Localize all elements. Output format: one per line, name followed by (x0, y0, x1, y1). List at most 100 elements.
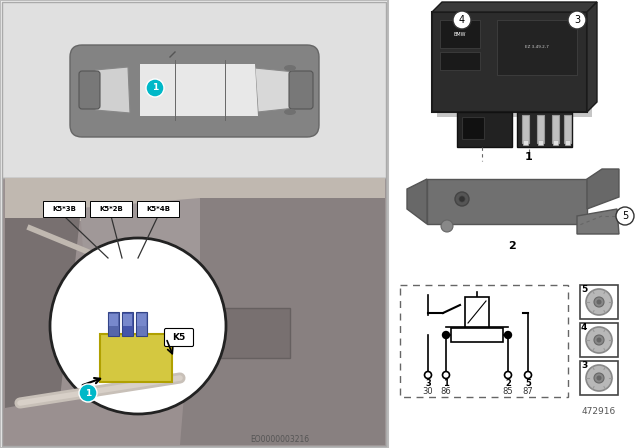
FancyBboxPatch shape (164, 328, 193, 346)
Polygon shape (432, 2, 597, 12)
Bar (580, 285, 618, 319)
Circle shape (594, 297, 604, 307)
Circle shape (459, 196, 465, 202)
Bar (108, 312, 119, 336)
Bar (109, 314, 118, 326)
FancyBboxPatch shape (79, 71, 100, 109)
Ellipse shape (284, 65, 296, 71)
Text: 4: 4 (459, 15, 465, 25)
Bar (432, 12, 587, 112)
Circle shape (79, 384, 97, 402)
Text: 472916: 472916 (582, 406, 616, 415)
Text: 3: 3 (574, 15, 580, 25)
Text: 1: 1 (443, 379, 449, 388)
Bar (564, 115, 571, 143)
Text: 5: 5 (581, 285, 587, 294)
Circle shape (504, 371, 511, 379)
Text: 2: 2 (505, 379, 511, 388)
Bar (440, 20, 480, 48)
Text: K5*2B: K5*2B (99, 206, 123, 212)
Text: 1: 1 (85, 388, 91, 397)
Circle shape (594, 373, 604, 383)
Circle shape (442, 371, 449, 379)
Bar (122, 312, 133, 336)
Bar (538, 140, 543, 145)
Text: 4: 4 (581, 323, 587, 332)
Bar (462, 117, 484, 139)
FancyBboxPatch shape (289, 71, 313, 109)
Text: 87: 87 (523, 387, 533, 396)
FancyBboxPatch shape (90, 201, 132, 217)
Text: EO0000003216: EO0000003216 (250, 435, 310, 444)
Bar (137, 314, 146, 326)
Circle shape (596, 337, 602, 343)
Circle shape (594, 335, 604, 345)
Bar (2, 2, 386, 178)
FancyBboxPatch shape (137, 201, 179, 217)
Text: 2: 2 (508, 241, 516, 251)
Bar (522, 115, 529, 143)
Text: 5: 5 (622, 211, 628, 221)
Polygon shape (255, 68, 295, 112)
Circle shape (596, 375, 602, 380)
Circle shape (50, 238, 226, 414)
FancyBboxPatch shape (70, 45, 319, 137)
Polygon shape (5, 178, 385, 223)
Text: K5*3B: K5*3B (52, 206, 76, 212)
Circle shape (616, 207, 634, 225)
Circle shape (525, 371, 531, 379)
Circle shape (441, 220, 453, 232)
Circle shape (146, 79, 164, 97)
Polygon shape (587, 169, 619, 209)
FancyBboxPatch shape (43, 201, 85, 217)
Text: 3: 3 (581, 362, 587, 370)
Circle shape (455, 192, 469, 206)
Bar (437, 17, 592, 117)
Polygon shape (407, 179, 427, 224)
Bar (400, 285, 568, 397)
Circle shape (442, 332, 449, 339)
Bar (537, 115, 544, 143)
Bar (123, 314, 132, 326)
Text: 86: 86 (440, 387, 451, 396)
Polygon shape (577, 209, 619, 234)
Circle shape (586, 289, 612, 315)
Ellipse shape (284, 109, 296, 115)
Circle shape (586, 365, 612, 391)
Bar (2, 178, 386, 446)
Bar (220, 308, 290, 358)
Bar (497, 20, 577, 75)
Circle shape (596, 300, 602, 305)
Text: 30: 30 (422, 387, 433, 396)
Bar (427, 179, 587, 224)
Text: 1: 1 (525, 152, 533, 162)
Circle shape (568, 11, 586, 29)
Bar (552, 115, 559, 143)
Text: EZ 3-49.2-7: EZ 3-49.2-7 (525, 45, 549, 49)
Text: 1: 1 (152, 83, 158, 92)
Circle shape (453, 11, 471, 29)
Bar (100, 334, 172, 382)
Polygon shape (5, 218, 80, 408)
Bar (0, 0, 388, 448)
Bar (580, 361, 618, 395)
Bar (565, 140, 570, 145)
Text: 85: 85 (502, 387, 513, 396)
Polygon shape (95, 67, 130, 113)
Polygon shape (587, 2, 597, 112)
Polygon shape (80, 198, 200, 348)
Text: K5*4B: K5*4B (146, 206, 170, 212)
Polygon shape (180, 198, 385, 445)
Bar (553, 140, 558, 145)
Text: BMW: BMW (454, 31, 467, 36)
Circle shape (504, 332, 511, 339)
Text: 3: 3 (425, 379, 431, 388)
Circle shape (586, 327, 612, 353)
Bar (580, 323, 618, 357)
Bar (451, 328, 503, 342)
Bar (136, 312, 147, 336)
Text: 5: 5 (525, 379, 531, 388)
Bar (457, 112, 512, 147)
Polygon shape (140, 64, 258, 116)
Bar (517, 112, 572, 147)
